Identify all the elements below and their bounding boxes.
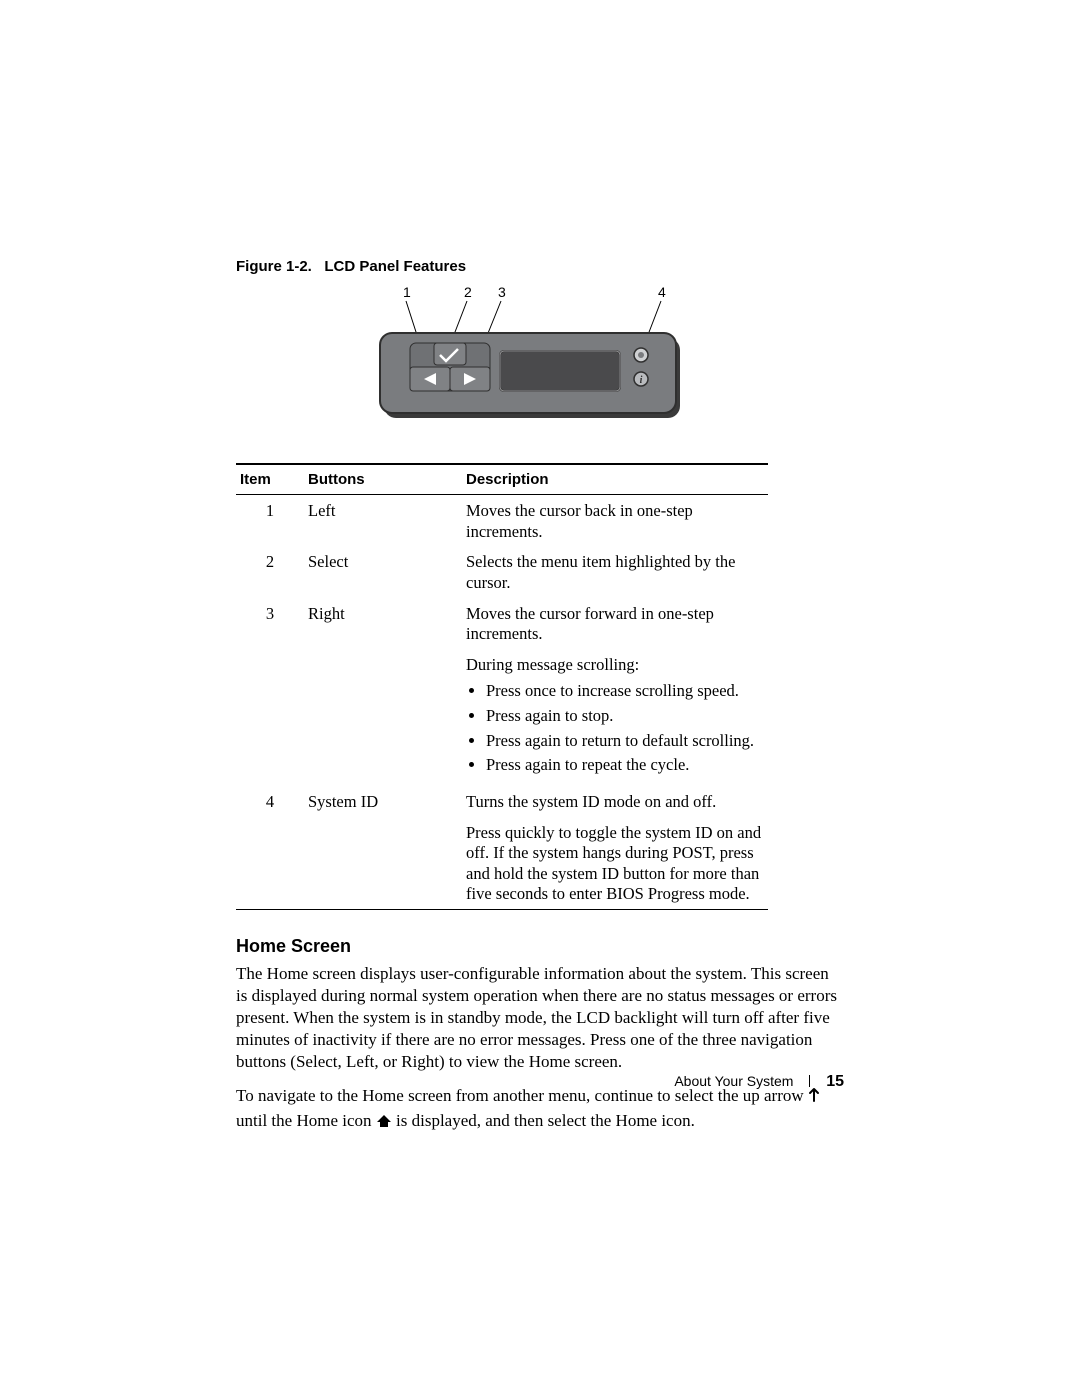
cell-description: Moves the cursor forward in one-step inc…: [462, 598, 768, 786]
section-heading: Home Screen: [236, 936, 844, 957]
lcd-screen: [500, 351, 620, 391]
page-footer: About Your System 15: [674, 1073, 844, 1091]
table-row: 3 Right Moves the cursor forward in one-…: [236, 598, 768, 786]
callout-3: 3: [498, 284, 506, 300]
svg-text:i: i: [640, 375, 643, 386]
callout-2: 2: [464, 284, 472, 300]
table-row: 1 Left Moves the cursor back in one-step…: [236, 495, 768, 547]
footer-separator: [809, 1075, 810, 1087]
col-header-buttons: Buttons: [304, 464, 462, 495]
body-paragraph: To navigate to the Home screen from anot…: [236, 1085, 844, 1133]
col-header-description: Description: [462, 464, 768, 495]
lcd-panel-svg: 1 2 3 4: [360, 283, 720, 433]
table-header-row: Item Buttons Description: [236, 464, 768, 495]
figure-caption-prefix: Figure 1-2.: [236, 258, 312, 275]
figure-illustration: 1 2 3 4: [236, 283, 844, 433]
list-item: Press again to return to default scrolli…: [486, 731, 764, 752]
callout-4: 4: [658, 284, 666, 300]
cell-button: Left: [304, 495, 462, 547]
cell-button: Select: [304, 546, 462, 597]
lcd-features-table: Item Buttons Description 1 Left Moves th…: [236, 463, 768, 910]
cell-item: 2: [236, 546, 304, 597]
body-paragraph: The Home screen displays user-configurab…: [236, 963, 844, 1073]
cell-item: 1: [236, 495, 304, 547]
scroll-bullet-list: Press once to increase scrolling speed. …: [466, 681, 764, 776]
home-icon: [376, 1112, 392, 1134]
list-item: Press once to increase scrolling speed.: [486, 681, 764, 702]
cell-item: 4: [236, 786, 304, 910]
list-item: Press again to repeat the cycle.: [486, 755, 764, 776]
desc-line: During message scrolling:: [466, 655, 764, 676]
footer-section-title: About Your System: [674, 1073, 793, 1089]
cell-description: Turns the system ID mode on and off. Pre…: [462, 786, 768, 910]
cell-description: Selects the menu item highlighted by the…: [462, 546, 768, 597]
para-text: until the Home icon: [236, 1111, 376, 1130]
cell-button: Right: [304, 598, 462, 786]
cell-item: 3: [236, 598, 304, 786]
desc-line: Press quickly to toggle the system ID on…: [466, 823, 764, 906]
col-header-item: Item: [236, 464, 304, 495]
figure-caption-title: LCD Panel Features: [324, 258, 466, 275]
callout-1: 1: [403, 284, 411, 300]
table-row: 2 Select Selects the menu item highlight…: [236, 546, 768, 597]
table-row: 4 System ID Turns the system ID mode on …: [236, 786, 768, 910]
cell-button: System ID: [304, 786, 462, 910]
list-item: Press again to stop.: [486, 706, 764, 727]
para-text: is displayed, and then select the Home i…: [396, 1111, 695, 1130]
page-number: 15: [826, 1073, 844, 1090]
desc-line: Moves the cursor forward in one-step inc…: [466, 604, 764, 645]
select-button: [434, 343, 466, 365]
page: Figure 1-2. LCD Panel Features 1 2 3 4: [0, 0, 1080, 1397]
cell-description: Moves the cursor back in one-step increm…: [462, 495, 768, 547]
figure-caption: Figure 1-2. LCD Panel Features: [236, 258, 844, 275]
desc-line: Turns the system ID mode on and off.: [466, 792, 764, 813]
